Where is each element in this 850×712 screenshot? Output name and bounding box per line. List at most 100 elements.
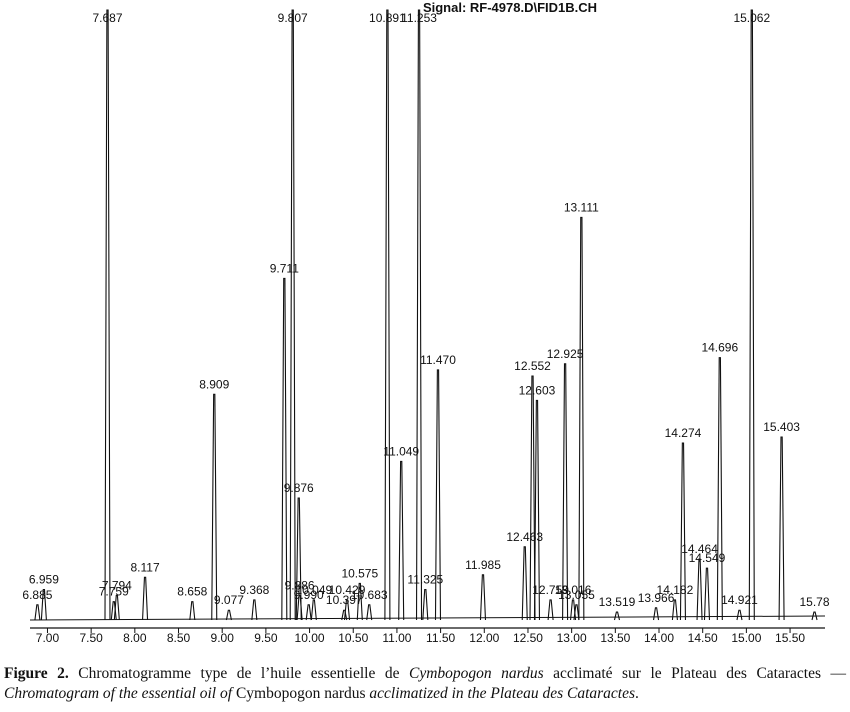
- caption: Figure 2. Chromatogramme type de l’huile…: [4, 664, 846, 704]
- peak: [422, 588, 429, 621]
- peak: [310, 599, 317, 621]
- chart-title: Signal: RF-4978.D\FID1B.CH: [423, 0, 597, 15]
- peak-label: 14.921: [721, 593, 758, 607]
- x-tick-label: 15.00: [731, 631, 761, 645]
- peak-label: 10.397: [326, 593, 363, 607]
- peak-label: 9.807: [278, 11, 308, 25]
- caption-segment: Cymbopogon nardus: [409, 665, 544, 682]
- caption-segment: Cymbopogon nardus: [235, 685, 366, 702]
- peak: [366, 604, 373, 621]
- x-tick-label: 7.00: [36, 631, 60, 645]
- peak-label: 8.658: [177, 585, 207, 599]
- x-tick-label: 10.50: [338, 631, 368, 645]
- x-tick-label: 9.00: [211, 631, 235, 645]
- peak-label: 7.687: [92, 11, 122, 25]
- caption-segment: acclimatized in the Plateau des Cataract…: [365, 685, 636, 702]
- peak-label: 10.891: [369, 11, 406, 25]
- peak: [613, 611, 621, 621]
- peak-label: 10.429: [329, 583, 366, 597]
- x-tick-label: 12.50: [513, 631, 543, 645]
- peak-label: 9.368: [239, 583, 269, 597]
- peak: [716, 357, 723, 621]
- peak-label: 9.876: [284, 481, 314, 495]
- peak: [211, 393, 218, 621]
- peak: [578, 216, 585, 621]
- peak-label: 8.117: [130, 560, 159, 574]
- peak-label: 14.549: [689, 551, 726, 565]
- peak-label: 15.062: [733, 11, 770, 25]
- x-tick-label: 15.50: [775, 631, 805, 645]
- peak-label: 13.055: [558, 588, 595, 602]
- peak: [281, 277, 288, 621]
- peak-label: 12.552: [514, 359, 551, 373]
- chart: Signal: RF-4978.D\FID1B.CH 7.00 7.50 8.00 8…: [22, 0, 830, 645]
- peak-label: 14.696: [701, 341, 738, 355]
- peak: [225, 609, 232, 621]
- peak: [562, 363, 569, 621]
- peak-label: 10.575: [341, 566, 378, 580]
- peak: [305, 604, 312, 621]
- peak: [533, 399, 541, 621]
- x-tick-label: 10.00: [295, 631, 325, 645]
- peak: [34, 604, 41, 621]
- x-tick-label: 11.00: [382, 631, 411, 645]
- peak: [679, 442, 686, 621]
- peak: [289, 9, 296, 621]
- peak-label: 9.711: [270, 261, 299, 275]
- peak-label: 12.925: [547, 347, 584, 361]
- peak: [251, 599, 258, 621]
- peak: [748, 9, 755, 621]
- peak-label: 12.759: [532, 583, 569, 597]
- peak: [398, 460, 405, 621]
- peak: [356, 582, 363, 621]
- peak: [142, 576, 149, 621]
- peak-label: 12.603: [519, 383, 556, 397]
- peak: [529, 375, 536, 621]
- peak: [341, 609, 348, 621]
- x-tick-label: 8.00: [123, 631, 147, 645]
- peak-label: 7.759: [99, 585, 129, 599]
- peak: [811, 611, 818, 621]
- x-tick-label: 14.00: [644, 631, 674, 645]
- peak-label: 14.182: [657, 583, 694, 597]
- x-tick-label: 7.50: [79, 631, 103, 645]
- caption-segment: acclimaté sur le Plateau des Cataractes …: [543, 665, 846, 682]
- peak-label: 13.111: [564, 200, 599, 214]
- x-tick-label: 8.50: [167, 631, 191, 645]
- peak: [296, 595, 303, 621]
- x-tick-label: 14.50: [688, 631, 718, 645]
- peak-label: 7.794: [102, 579, 132, 593]
- caption-segment: Figure 2.: [4, 665, 69, 682]
- peak: [652, 607, 660, 621]
- peak-label: 9.886: [285, 579, 315, 593]
- peak: [573, 604, 580, 621]
- peak: [778, 436, 785, 621]
- peak: [189, 601, 196, 621]
- peak-label: 11.253: [401, 11, 437, 25]
- peak: [295, 497, 302, 621]
- x-tick-label: 13.50: [600, 631, 630, 645]
- x-tick-label: 11.50: [426, 631, 455, 645]
- peak-label: 6.959: [29, 573, 59, 587]
- peak: [434, 369, 442, 621]
- peak: [703, 567, 711, 621]
- peak-label: 10.049: [295, 583, 332, 597]
- peak-label: 14.464: [681, 542, 718, 556]
- x-tick-label: 12.00: [469, 631, 499, 645]
- peak-label: 11.049: [383, 444, 419, 458]
- peak: [521, 546, 528, 621]
- peak-label: 8.909: [199, 377, 229, 391]
- peak-label: 14.274: [665, 426, 702, 440]
- caption-segment: Chromatogramme type de l’huile essentiel…: [68, 665, 409, 682]
- peak-label: 13.016: [555, 583, 592, 597]
- peak-label: 9.077: [214, 593, 244, 607]
- peak: [104, 9, 111, 621]
- peak: [415, 9, 423, 621]
- peak: [40, 588, 47, 621]
- peak-label: 6.885: [22, 588, 52, 602]
- peak-label: 15.78: [800, 595, 830, 609]
- peak-label: 13.519: [599, 595, 636, 609]
- peak-label: 11.470: [420, 353, 456, 367]
- peak: [479, 574, 487, 621]
